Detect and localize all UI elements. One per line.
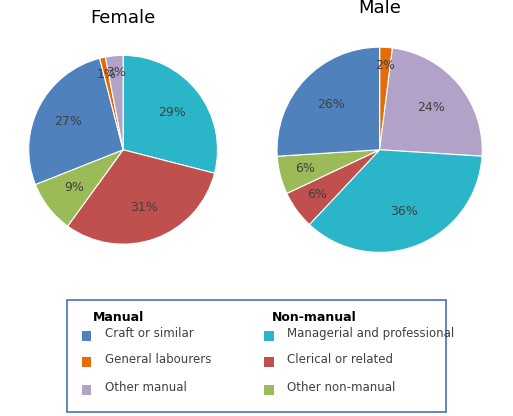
Text: 6%: 6% xyxy=(295,162,315,176)
Title: Male: Male xyxy=(358,0,401,17)
Text: 1%: 1% xyxy=(96,68,116,81)
FancyBboxPatch shape xyxy=(82,385,91,395)
Text: Other non-manual: Other non-manual xyxy=(287,381,395,394)
Wedge shape xyxy=(106,55,123,150)
FancyBboxPatch shape xyxy=(67,300,446,412)
Wedge shape xyxy=(29,58,123,185)
Text: 31%: 31% xyxy=(130,201,158,214)
Wedge shape xyxy=(277,150,380,193)
Text: 9%: 9% xyxy=(65,181,85,194)
Wedge shape xyxy=(35,150,123,226)
Text: 2%: 2% xyxy=(375,59,395,72)
Text: 27%: 27% xyxy=(54,115,83,129)
Text: 29%: 29% xyxy=(157,106,186,119)
FancyBboxPatch shape xyxy=(264,357,273,366)
Text: Craft or similar: Craft or similar xyxy=(105,327,193,340)
Text: 36%: 36% xyxy=(390,205,418,218)
Text: 24%: 24% xyxy=(417,101,445,114)
Title: Female: Female xyxy=(90,10,156,27)
FancyBboxPatch shape xyxy=(82,357,91,366)
Text: Managerial and professional: Managerial and professional xyxy=(287,327,454,340)
Text: Other manual: Other manual xyxy=(105,381,187,394)
Wedge shape xyxy=(123,55,218,173)
Text: Non-manual: Non-manual xyxy=(272,311,357,324)
Text: 6%: 6% xyxy=(307,188,327,201)
Wedge shape xyxy=(380,47,392,150)
Text: 3%: 3% xyxy=(106,66,126,79)
Text: 26%: 26% xyxy=(317,98,345,111)
Text: General labourers: General labourers xyxy=(105,352,211,366)
FancyBboxPatch shape xyxy=(82,332,91,341)
Wedge shape xyxy=(277,47,380,156)
Wedge shape xyxy=(309,150,482,253)
Wedge shape xyxy=(100,57,123,150)
FancyBboxPatch shape xyxy=(264,332,273,341)
Wedge shape xyxy=(68,150,214,244)
Wedge shape xyxy=(380,48,482,156)
FancyBboxPatch shape xyxy=(264,385,273,395)
Wedge shape xyxy=(287,150,380,225)
Text: Clerical or related: Clerical or related xyxy=(287,352,393,366)
Text: Manual: Manual xyxy=(93,311,145,324)
